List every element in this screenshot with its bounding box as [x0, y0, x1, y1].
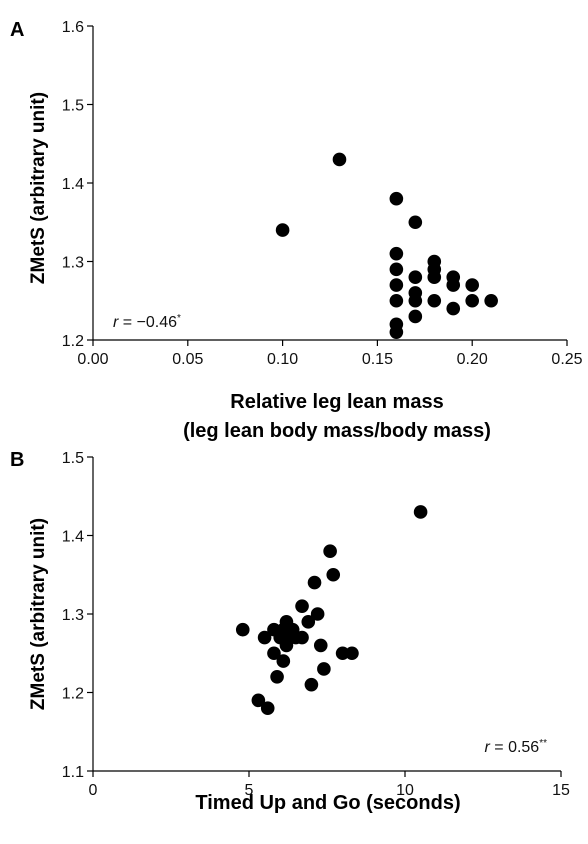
panel-b-y-tick-label: 1.5 [62, 450, 84, 467]
panel-b-data-point [310, 607, 325, 621]
panel-b-y-tick-label: 1.2 [62, 686, 84, 703]
panel-b-data-point [301, 615, 316, 629]
panel-b-annotation-var: r [485, 739, 491, 756]
panel-b-data-point [295, 599, 309, 613]
panel-a-data-point [389, 325, 404, 339]
panel-a-data-point [389, 293, 404, 308]
panel-b-data-point [313, 638, 328, 653]
panel-a-x-axis-label-line1: Relative leg lean mass [230, 391, 443, 413]
panel-b-x-axis-label: Timed Up and Go (seconds) [195, 792, 460, 814]
panel-b-data-point [295, 630, 309, 645]
panel-a-data-point [389, 246, 404, 261]
panel-b-data-point [251, 693, 266, 708]
panel-a-data-point [389, 278, 404, 292]
panel-b-data-point [326, 567, 341, 582]
panel-b-y-axis-label: ZMetS (arbitrary unit) [28, 518, 49, 710]
panel-a-data-point [427, 270, 442, 285]
panel-a-data-point [408, 309, 423, 324]
panel-b-annotation-text: = 0.56 [490, 739, 539, 756]
panel-a-y-tick-label: 1.5 [62, 98, 84, 115]
panel-b-data-point [257, 630, 272, 645]
panel-b-data-point [270, 670, 284, 684]
panel-b-data-point [413, 505, 428, 519]
panel-a-data-point [408, 293, 423, 308]
panel-a-data-point [332, 152, 347, 167]
panel-a-data-point [275, 223, 290, 237]
panel-b-data-point [235, 622, 250, 637]
panel-a-y-tick-label: 1.4 [62, 176, 84, 193]
panel-a-data-point [427, 293, 442, 308]
panel-b-label: B [10, 449, 24, 471]
panel-b-data-point [260, 701, 275, 715]
panel-b-annotation-sig: ** [539, 738, 547, 749]
panel-b-y-tick-label: 1.4 [62, 529, 84, 546]
panel-b-data-point [317, 662, 331, 676]
panel-b-correlation-annotation: r = 0.56** [485, 738, 548, 756]
panel-a: A ZMetS (arbitrary unit) Relative leg le… [10, 19, 583, 442]
panel-b-x-tick-label: 0 [89, 782, 98, 799]
panel-a-y-tick-label: 1.6 [62, 19, 84, 36]
panel-a-x-tick-label: 0.20 [457, 351, 488, 368]
panel-b-data-point [304, 677, 319, 692]
panel-b-data-point [276, 654, 291, 668]
panel-b-y-tick-label: 1.1 [62, 764, 84, 781]
panel-a-data-point [446, 301, 461, 316]
panel-a-x-tick-label: 0.10 [267, 351, 298, 368]
panel-b-x-tick-label: 15 [552, 782, 570, 799]
panel-a-annotation-sig: * [177, 313, 181, 324]
panel-a-x-tick-label: 0.15 [362, 351, 393, 368]
panel-a-data-point [408, 215, 423, 230]
panel-a-y-axis-label: ZMetS (arbitrary unit) [28, 92, 49, 284]
panel-a-y-tick-label: 1.3 [62, 255, 84, 272]
panel-a-data-point [446, 278, 461, 292]
panel-b: B ZMetS (arbitrary unit) Timed Up and Go… [10, 449, 570, 814]
panel-b-data-point [335, 646, 350, 661]
panel-a-x-axis-label-line2: (leg lean body mass/body mass) [183, 420, 491, 442]
panel-b-y-tick-label: 1.3 [62, 607, 84, 624]
panel-a-data-point [408, 270, 423, 285]
panel-a-data-point [465, 293, 480, 308]
panel-b-data-point [323, 544, 337, 558]
panel-a-x-tick-label: 0.00 [77, 351, 108, 368]
panel-a-label: A [10, 19, 24, 41]
panel-b-x-tick-label: 5 [245, 782, 254, 799]
panel-a-data-point [389, 262, 404, 277]
panel-b-x-tick-label: 10 [396, 782, 414, 799]
panel-a-x-tick-label: 0.05 [172, 351, 203, 368]
panel-a-data-point [484, 293, 498, 308]
panel-a-data-point [465, 278, 480, 292]
panel-a-annotation-text: = −0.46 [118, 314, 177, 331]
panel-a-data-point [389, 191, 404, 206]
panel-a-annotation-var: r [113, 314, 119, 331]
panel-b-data-point [307, 575, 322, 590]
panel-a-x-tick-label: 0.25 [551, 351, 582, 368]
panel-a-correlation-annotation: r = −0.46* [113, 313, 181, 331]
panel-b-data-point [267, 646, 281, 661]
panel-b-data-point [345, 646, 359, 661]
panel-a-y-tick-label: 1.2 [62, 333, 84, 350]
